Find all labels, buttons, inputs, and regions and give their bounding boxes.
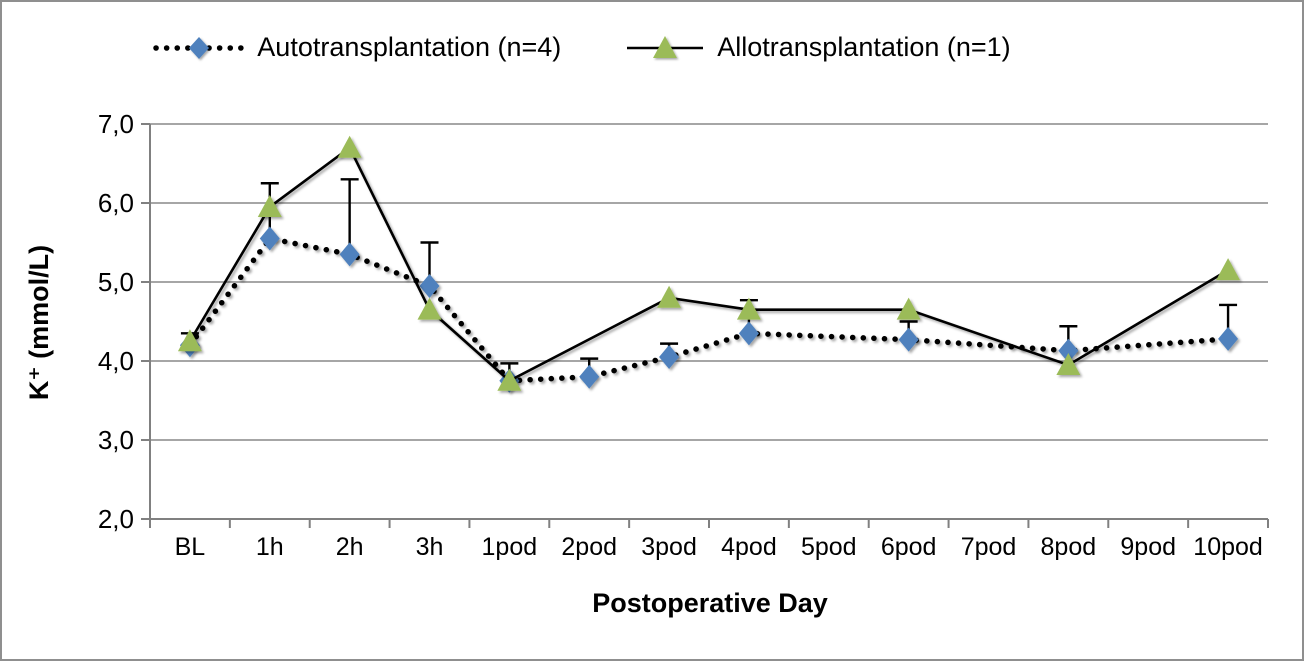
x-tick-label: 3h xyxy=(416,533,444,561)
legend-label: Allotransplantation (n=1) xyxy=(717,32,1011,62)
marker-diamond xyxy=(1058,338,1079,363)
y-tick-label: 3,0 xyxy=(98,425,134,455)
marker-triangle xyxy=(896,297,921,320)
x-tick-label: 5pod xyxy=(801,533,857,561)
x-tick-label: 7pod xyxy=(961,533,1017,561)
y-tick-label: 5,0 xyxy=(98,267,134,297)
marker-diamond xyxy=(738,321,759,346)
marker-diamond xyxy=(339,242,360,267)
marker-triangle xyxy=(337,135,362,158)
x-tick-label: 2h xyxy=(336,533,364,561)
legend-item-autotransplantation: Autotransplantation (n=4) xyxy=(153,32,561,63)
marker-triangle xyxy=(257,194,282,217)
marker-diamond xyxy=(259,226,280,251)
marker-diamond xyxy=(659,345,680,370)
marker-triangle xyxy=(417,297,442,320)
x-tick-label: 9pod xyxy=(1120,533,1176,561)
legend-sample-dotted-diamond xyxy=(153,36,246,59)
x-tick-label: 2pod xyxy=(561,533,617,561)
marker-triangle xyxy=(497,368,522,391)
marker-triangle xyxy=(736,297,761,320)
x-tick-label: BL xyxy=(175,533,206,561)
marker-triangle xyxy=(657,285,682,308)
legend-sample-solid-triangle xyxy=(627,35,704,58)
x-tick-label: 1pod xyxy=(482,533,538,561)
chart-legend: Autotransplantation (n=4) Allotransplant… xyxy=(2,32,1162,63)
legend-diamond-marker xyxy=(189,36,210,59)
x-tick-label: 3pod xyxy=(641,533,697,561)
legend-label: Autotransplantation (n=4) xyxy=(257,32,562,62)
y-tick-label: 4,0 xyxy=(98,346,134,376)
marker-diamond xyxy=(419,273,440,298)
series-line-1 xyxy=(188,145,1229,383)
x-tick-label: 8pod xyxy=(1041,533,1097,561)
marker-diamond xyxy=(579,364,600,389)
y-tick-label: 2,0 xyxy=(98,504,134,534)
legend-triangle-marker xyxy=(653,35,678,58)
legend-item-allotransplantation: Allotransplantation (n=1) xyxy=(625,32,1011,63)
marker-triangle xyxy=(177,329,202,352)
x-axis-title: Postoperative Day xyxy=(592,588,828,618)
marker-diamond xyxy=(898,327,919,352)
y-tick-label: 6,0 xyxy=(98,188,134,218)
marker-triangle xyxy=(1216,258,1241,281)
x-tick-label: 6pod xyxy=(881,533,937,561)
marker-diamond xyxy=(1218,326,1239,351)
x-tick-label: 4pod xyxy=(721,533,777,561)
x-tick-label: 1h xyxy=(256,533,284,561)
y-tick-label: 7,0 xyxy=(98,109,134,139)
x-tick-label: 10pod xyxy=(1193,533,1263,561)
marker-triangle xyxy=(1056,352,1081,375)
